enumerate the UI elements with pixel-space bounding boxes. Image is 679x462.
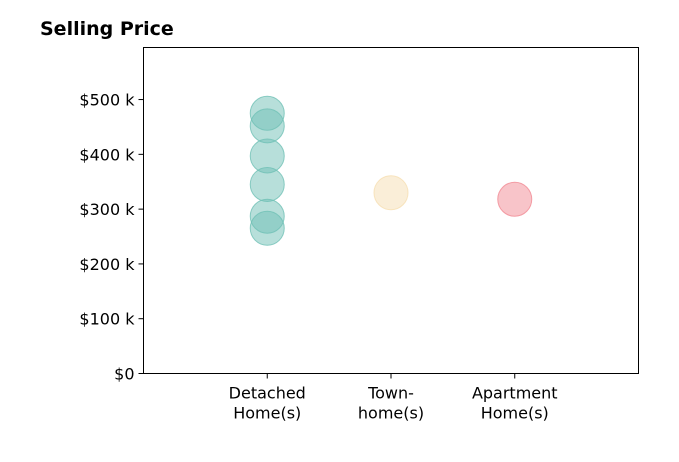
data-point bbox=[249, 108, 285, 144]
x-tick-label: Town- bbox=[367, 384, 414, 403]
y-tick-label: $100 k bbox=[79, 310, 135, 329]
data-point bbox=[249, 210, 285, 246]
marks-layer bbox=[249, 95, 533, 246]
y-tick-label: $500 k bbox=[79, 91, 135, 110]
x-tick-label: Home(s) bbox=[233, 404, 301, 423]
y-tick-label: $200 k bbox=[79, 255, 135, 274]
y-tick-label: $0 bbox=[114, 365, 134, 384]
x-tick-label: Home(s) bbox=[481, 404, 549, 423]
y-tick-label: $300 k bbox=[79, 200, 135, 219]
x-tick-label: home(s) bbox=[358, 404, 424, 423]
data-point bbox=[373, 175, 409, 211]
plot-frame bbox=[143, 47, 639, 374]
chart-title: Selling Price bbox=[40, 18, 174, 40]
y-tick-label: $400 k bbox=[79, 145, 135, 164]
x-tick-label: Apartment bbox=[472, 384, 558, 403]
axes-layer: $0 $100 k $200 k $300 k $400 k $500 k Detached… bbox=[79, 91, 557, 423]
data-point bbox=[249, 166, 285, 202]
x-tick-label: Detached bbox=[229, 384, 306, 403]
data-point bbox=[497, 181, 533, 217]
